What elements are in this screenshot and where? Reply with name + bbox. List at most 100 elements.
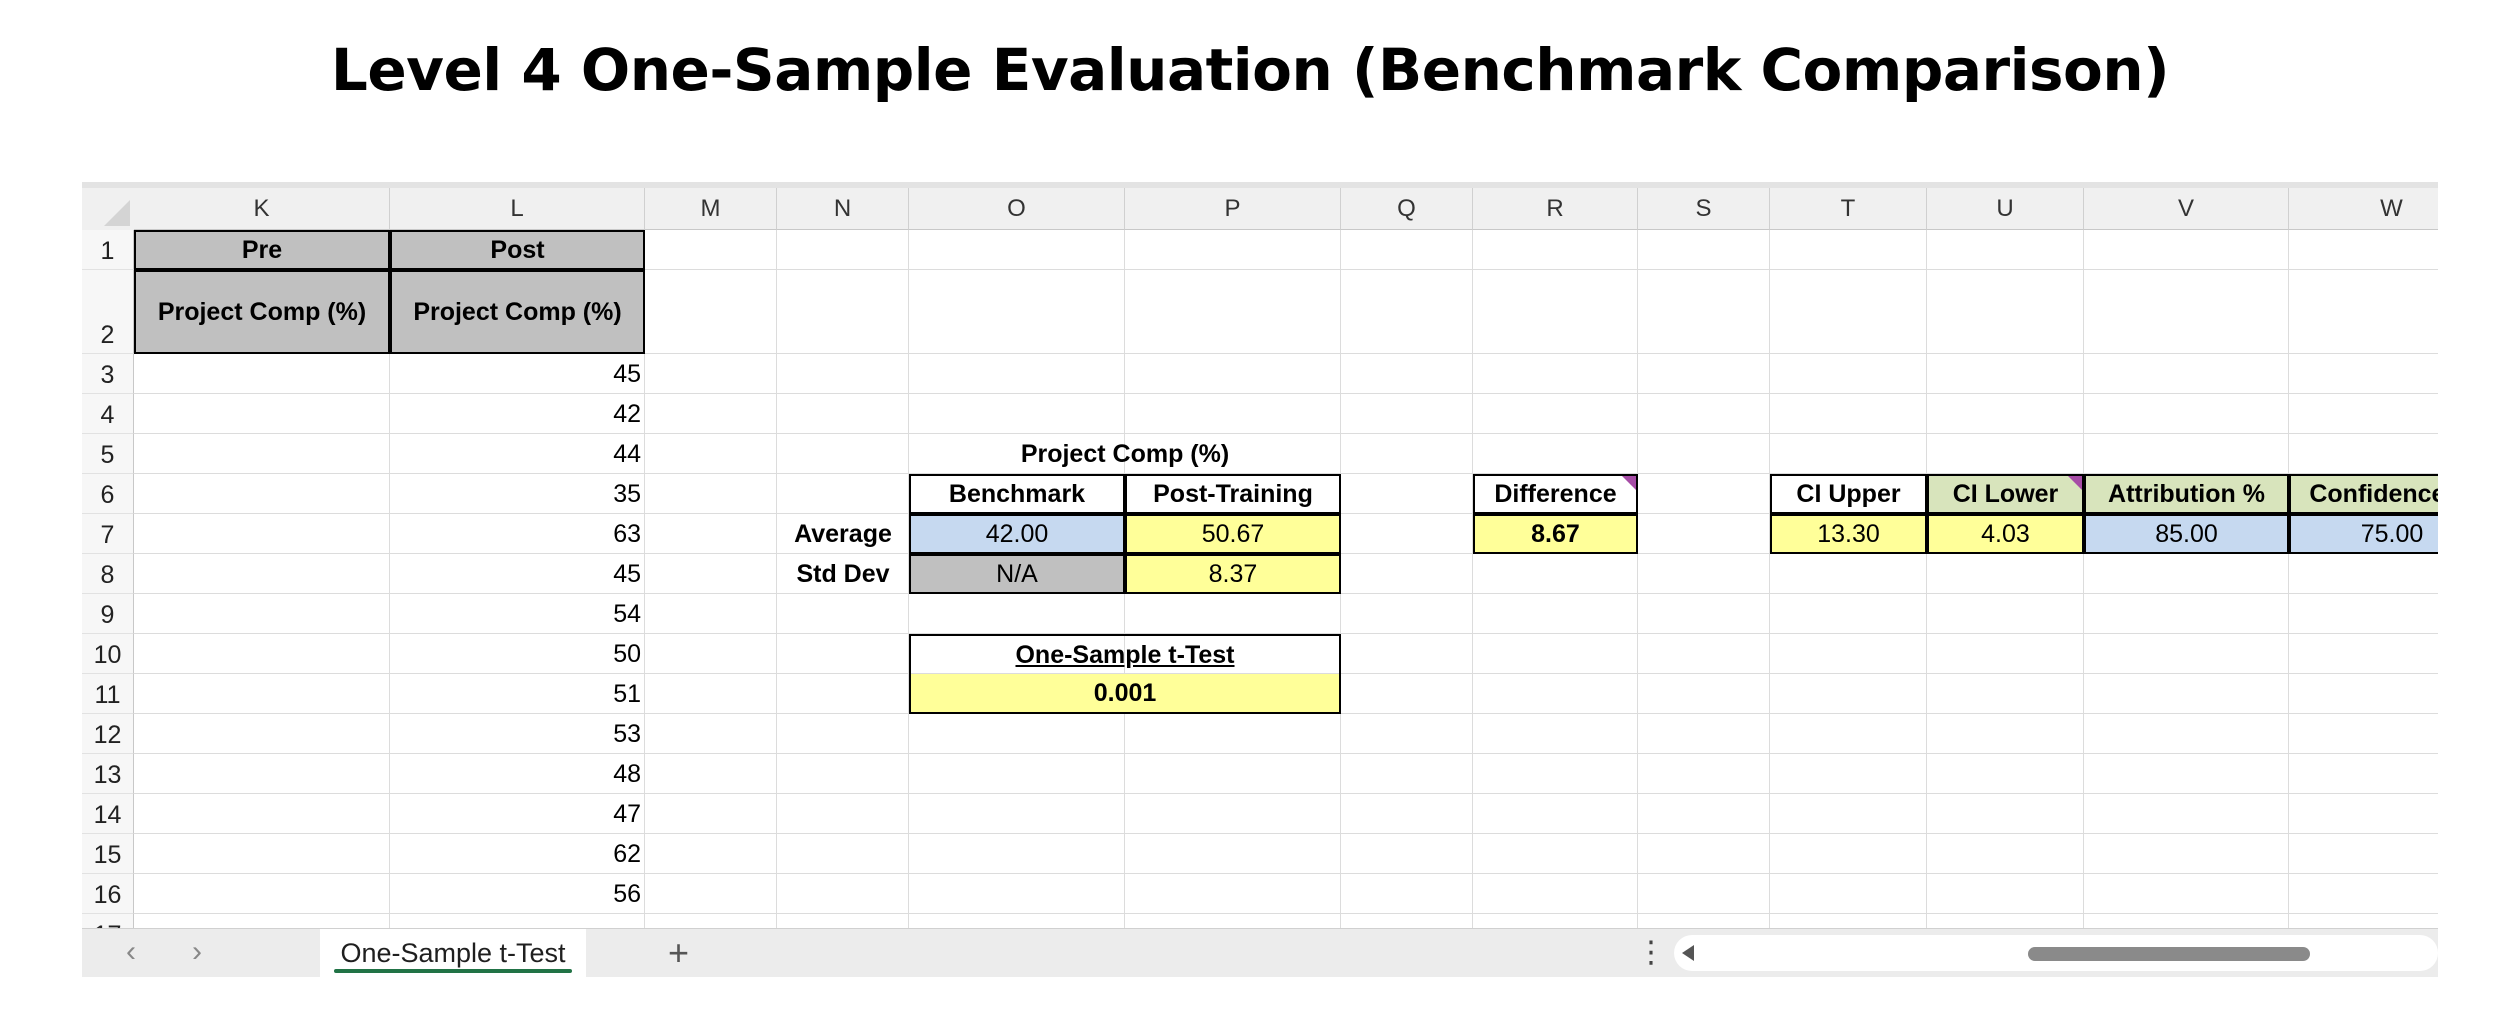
post-header-cell[interactable]: Post bbox=[390, 230, 645, 270]
row-header-14[interactable]: 14 bbox=[82, 794, 134, 834]
column-header-q[interactable]: Q bbox=[1341, 188, 1473, 230]
comment-indicator-icon bbox=[1622, 476, 1636, 490]
gridline-vertical bbox=[1637, 230, 1638, 928]
horizontal-scrollbar[interactable] bbox=[1674, 935, 2438, 971]
gridline-horizontal bbox=[134, 269, 2438, 270]
post-value-cell[interactable]: 42 bbox=[613, 399, 641, 428]
summary-table-title[interactable]: Project Comp (%) bbox=[1020, 439, 1230, 468]
ci-lower-value-cell[interactable]: 4.03 bbox=[1927, 514, 2084, 554]
post-average-cell[interactable]: 50.67 bbox=[1125, 514, 1341, 554]
scrollbar-thumb[interactable] bbox=[2028, 947, 2310, 961]
gridline-horizontal bbox=[134, 433, 2438, 434]
difference-header-cell[interactable]: Difference bbox=[1473, 474, 1638, 514]
column-header-s[interactable]: S bbox=[1638, 188, 1770, 230]
post-value-cell[interactable]: 56 bbox=[613, 879, 641, 908]
post-value-cell[interactable]: 35 bbox=[613, 479, 641, 508]
ttest-label-cell[interactable]: One-Sample t-Test bbox=[909, 634, 1341, 674]
column-header-w[interactable]: W bbox=[2289, 188, 2438, 230]
row-header-16[interactable]: 16 bbox=[82, 874, 134, 914]
gridline-vertical bbox=[776, 230, 777, 928]
post-value-cell[interactable]: 62 bbox=[613, 839, 641, 868]
column-header-p[interactable]: P bbox=[1125, 188, 1341, 230]
column-header-l[interactable]: L bbox=[390, 188, 645, 230]
row-header-17[interactable]: 17 bbox=[82, 914, 134, 928]
gridline-vertical bbox=[2083, 230, 2084, 928]
post-value-cell[interactable]: 50 bbox=[613, 639, 641, 668]
gridline-vertical bbox=[389, 230, 390, 928]
post-value-cell[interactable]: 51 bbox=[613, 679, 641, 708]
benchmark-stddev-cell[interactable]: N/A bbox=[909, 554, 1125, 594]
attribution-header-cell[interactable]: Attribution % bbox=[2084, 474, 2289, 514]
row-header-1[interactable]: 1 bbox=[82, 230, 134, 270]
column-header-r[interactable]: R bbox=[1473, 188, 1638, 230]
ttest-value-cell[interactable]: 0.001 bbox=[909, 674, 1341, 714]
gridline-horizontal bbox=[134, 753, 2438, 754]
attribution-value-cell[interactable]: 85.00 bbox=[2084, 514, 2289, 554]
next-sheet-button[interactable]: › bbox=[192, 935, 202, 968]
confidence-value-cell[interactable]: 75.00 bbox=[2289, 514, 2438, 554]
gridline-vertical bbox=[644, 230, 645, 928]
row-header-11[interactable]: 11 bbox=[82, 674, 134, 714]
row-header-12[interactable]: 12 bbox=[82, 714, 134, 754]
column-header-u[interactable]: U bbox=[1927, 188, 2084, 230]
spreadsheet-grid[interactable]: KLMNOPQRSTUVW1234567891011121314151617Pr… bbox=[82, 182, 2438, 928]
row-header-15[interactable]: 15 bbox=[82, 834, 134, 874]
gridline-vertical bbox=[908, 230, 909, 928]
scroll-left-arrow-icon[interactable] bbox=[1682, 945, 1694, 961]
ci-upper-value-cell[interactable]: 13.30 bbox=[1770, 514, 1927, 554]
row-header-3[interactable]: 3 bbox=[82, 354, 134, 394]
row-header-8[interactable]: 8 bbox=[82, 554, 134, 594]
post-value-cell[interactable]: 44 bbox=[613, 439, 641, 468]
sheet-tab-one-sample-t-test[interactable]: One-Sample t-Test bbox=[320, 929, 586, 977]
gridline-horizontal bbox=[134, 833, 2438, 834]
add-sheet-button[interactable]: + bbox=[668, 932, 690, 973]
post-value-cell[interactable]: 45 bbox=[613, 359, 641, 388]
post-value-cell[interactable]: 47 bbox=[613, 799, 641, 828]
page-title: Level 4 One-Sample Evaluation (Benchmark… bbox=[330, 36, 2170, 104]
average-row-label[interactable]: Average bbox=[794, 519, 892, 548]
more-options-icon[interactable]: ⋮ bbox=[1636, 936, 1666, 969]
pre-header-cell[interactable]: Pre bbox=[134, 230, 390, 270]
sheet-tab-bar: ‹ › One-Sample t-Test + ⋮ bbox=[82, 928, 2438, 977]
post-value-cell[interactable]: 65 bbox=[390, 914, 645, 928]
gridline-horizontal bbox=[134, 473, 2438, 474]
post-project-comp-header[interactable]: Project Comp (%) bbox=[390, 270, 645, 354]
benchmark-header-cell[interactable]: Benchmark bbox=[909, 474, 1125, 514]
gridline-horizontal bbox=[134, 793, 2438, 794]
row-header-2[interactable]: 2 bbox=[82, 270, 134, 354]
post-value-cell[interactable]: 63 bbox=[613, 519, 641, 548]
stddev-row-label[interactable]: Std Dev bbox=[796, 559, 890, 588]
post-training-header-cell[interactable]: Post-Training bbox=[1125, 474, 1341, 514]
ci-lower-header-cell[interactable]: CI Lower bbox=[1927, 474, 2084, 514]
active-tab-indicator bbox=[334, 969, 572, 973]
difference-value-cell[interactable]: 8.67 bbox=[1473, 514, 1638, 554]
post-value-cell[interactable]: 53 bbox=[613, 719, 641, 748]
row-header-13[interactable]: 13 bbox=[82, 754, 134, 794]
column-header-t[interactable]: T bbox=[1770, 188, 1927, 230]
row-header-10[interactable]: 10 bbox=[82, 634, 134, 674]
row-header-5[interactable]: 5 bbox=[82, 434, 134, 474]
column-header-m[interactable]: M bbox=[645, 188, 777, 230]
row-header-9[interactable]: 9 bbox=[82, 594, 134, 634]
post-value-cell[interactable]: 54 bbox=[613, 599, 641, 628]
post-value-cell[interactable]: 48 bbox=[613, 759, 641, 788]
row-header-4[interactable]: 4 bbox=[82, 394, 134, 434]
column-header-k[interactable]: K bbox=[134, 188, 390, 230]
benchmark-average-cell[interactable]: 42.00 bbox=[909, 514, 1125, 554]
column-header-v[interactable]: V bbox=[2084, 188, 2289, 230]
column-header-o[interactable]: O bbox=[909, 188, 1125, 230]
select-all-corner[interactable] bbox=[82, 188, 135, 231]
prev-sheet-button[interactable]: ‹ bbox=[126, 935, 136, 968]
gridline-horizontal bbox=[134, 393, 2438, 394]
post-stddev-cell[interactable]: 8.37 bbox=[1125, 554, 1341, 594]
confidence-header-cell[interactable]: Confidence % bbox=[2289, 474, 2438, 514]
grid-top-strip bbox=[82, 182, 2438, 188]
post-value-cell[interactable]: 45 bbox=[613, 559, 641, 588]
pre-project-comp-header[interactable]: Project Comp (%) bbox=[134, 270, 390, 354]
column-header-n[interactable]: N bbox=[777, 188, 909, 230]
gridline-horizontal bbox=[134, 633, 2438, 634]
ci-upper-header-cell[interactable]: CI Upper bbox=[1770, 474, 1927, 514]
sheet-tab-label: One-Sample t-Test bbox=[340, 937, 566, 968]
row-header-6[interactable]: 6 bbox=[82, 474, 134, 514]
row-header-7[interactable]: 7 bbox=[82, 514, 134, 554]
